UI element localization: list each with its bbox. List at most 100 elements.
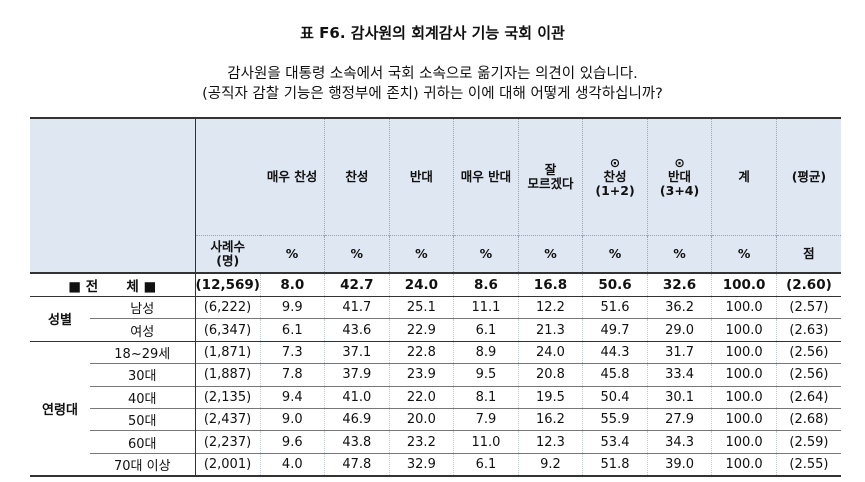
cell-value: 9.2 bbox=[518, 452, 584, 478]
table-row: 연령대 18~29세 (1,871) 7.3 37.1 22.8 8.9 24.0 44.3 31… bbox=[30, 340, 841, 478]
cell-value: 100.0 bbox=[711, 318, 777, 342]
cell-value: 11.1 bbox=[453, 295, 519, 319]
table-row: 여성 (6,347) 6.1 43.6 22.9 6.1 21.3 49.7 29.0 100.0… bbox=[30, 318, 841, 342]
table-row: 40대 (2,135) 9.4 41.0 22.0 8.1 19.5 50.4 30.1 100.… bbox=[30, 385, 841, 409]
total-value: 50.6 bbox=[582, 272, 648, 297]
col-header-agree-sum: ⊙ 찬성 (1+2) bbox=[582, 117, 648, 236]
table-row: 60대 (2,237) 9.6 43.8 23.2 11.0 12.3 53.4 34.3 100… bbox=[30, 430, 841, 454]
cell-value: 100.0 bbox=[711, 363, 777, 387]
cell-value: 22.8 bbox=[389, 340, 455, 364]
cell-value: 7.9 bbox=[453, 407, 519, 431]
cell-value: 55.9 bbox=[582, 407, 648, 431]
cell-value: (2.55) bbox=[776, 452, 841, 478]
cell-value: 7.8 bbox=[260, 363, 326, 387]
table-row: 30대 (1,887) 7.8 37.9 23.9 9.5 20.8 45.8 33.4 100.… bbox=[30, 363, 841, 387]
unit-label: 점 bbox=[776, 235, 841, 273]
cell-value: 100.0 bbox=[711, 295, 777, 319]
cell-value: (2.56) bbox=[776, 363, 841, 387]
total-value: 100.0 bbox=[711, 272, 777, 297]
question-line-1: 감사원을 대통령 소속에서 국회 소속으로 옮기자는 의견이 있습니다. bbox=[227, 66, 638, 82]
cell-value: (2.56) bbox=[776, 340, 841, 364]
cell-value: 100.0 bbox=[711, 407, 777, 431]
unit-label: % bbox=[389, 235, 455, 273]
total-value: (2.60) bbox=[776, 272, 841, 297]
unit-label: % bbox=[453, 235, 519, 273]
cell-value: 32.9 bbox=[389, 452, 455, 478]
total-value: 24.0 bbox=[389, 272, 455, 297]
col-header-very-agree: 매우 찬성 bbox=[260, 117, 326, 236]
cell-value: 6.1 bbox=[260, 318, 326, 342]
cell-value: 27.9 bbox=[647, 407, 713, 431]
cell-value: 22.9 bbox=[389, 318, 455, 342]
table-row: 50대 (2,437) 9.0 46.9 20.0 7.9 16.2 55.9 27.9 100.… bbox=[30, 407, 841, 431]
header-blank bbox=[30, 117, 195, 273]
cell-value: 39.0 bbox=[647, 452, 713, 478]
cell-value: 34.3 bbox=[647, 430, 713, 454]
table-row: 성별 남성 (6,222) 9.9 41.7 25.1 11.1 12.2 51.6 36.2 10… bbox=[30, 295, 841, 342]
col-header-total: 계 bbox=[711, 117, 777, 236]
col-header-average: (평균) bbox=[776, 117, 841, 236]
cell-value: 6.1 bbox=[453, 318, 519, 342]
row-label: 여성 bbox=[90, 318, 195, 342]
table-row: 70대 이상 (2,001) 4.0 47.8 32.9 6.1 9.2 51.8 39.0 10… bbox=[30, 452, 841, 478]
row-label: 70대 이상 bbox=[90, 452, 195, 478]
cell-value: (2.68) bbox=[776, 407, 841, 431]
cell-value: (2.64) bbox=[776, 385, 841, 409]
cell-value: (2.57) bbox=[776, 295, 841, 319]
unit-label: % bbox=[518, 235, 584, 273]
cell-value: 19.5 bbox=[518, 385, 584, 409]
cell-value: 12.3 bbox=[518, 430, 584, 454]
cell-value: 30.1 bbox=[647, 385, 713, 409]
cell-value: 9.5 bbox=[453, 363, 519, 387]
cell-value: 6.1 bbox=[453, 452, 519, 478]
cell-value: 12.2 bbox=[518, 295, 584, 319]
total-row: ■ 전 체 ■ (12,569) 8.0 42.7 24.0 8.6 16.8 … bbox=[30, 272, 841, 297]
cell-value: 8.1 bbox=[453, 385, 519, 409]
cell-value: 4.0 bbox=[260, 452, 326, 478]
cell-value: 33.4 bbox=[647, 363, 713, 387]
cell-value: 25.1 bbox=[389, 295, 455, 319]
row-n: (2,437) bbox=[194, 407, 261, 431]
cell-value: 53.4 bbox=[582, 430, 648, 454]
total-value: 32.6 bbox=[647, 272, 713, 297]
survey-table: 매우 찬성 찬성 반대 매우 반대 잘 모르겠다 ⊙ 찬성 (1+2) ⊙ 반대… bbox=[30, 117, 841, 478]
row-n: (1,871) bbox=[194, 340, 261, 364]
row-n: (6,222) bbox=[194, 295, 261, 319]
cell-value: 51.8 bbox=[582, 452, 648, 478]
cell-value: 44.3 bbox=[582, 340, 648, 364]
cell-value: 8.9 bbox=[453, 340, 519, 364]
col-header-disagree: 반대 bbox=[389, 117, 455, 236]
cell-value: 50.4 bbox=[582, 385, 648, 409]
cell-value: 100.0 bbox=[711, 452, 777, 478]
cell-value: 9.0 bbox=[260, 407, 326, 431]
cell-value: (2.59) bbox=[776, 430, 841, 454]
cell-value: 49.7 bbox=[582, 318, 648, 342]
row-n: (2,135) bbox=[194, 385, 261, 409]
cell-value: 20.0 bbox=[389, 407, 455, 431]
cell-value: 29.0 bbox=[647, 318, 713, 342]
row-label: 30대 bbox=[90, 363, 195, 387]
unit-label: % bbox=[647, 235, 713, 273]
row-label: 40대 bbox=[90, 385, 195, 409]
cell-value: 43.8 bbox=[324, 430, 390, 454]
cell-value: 9.6 bbox=[260, 430, 326, 454]
cell-value: 41.7 bbox=[324, 295, 390, 319]
question-line-2: (공직자 감찰 기능은 행정부에 존치) 귀하는 이에 대해 어떻게 생각하십니… bbox=[202, 86, 663, 102]
cell-value: 46.9 bbox=[324, 407, 390, 431]
col-header-agree: 찬성 bbox=[324, 117, 390, 236]
total-value: 8.6 bbox=[453, 272, 519, 297]
cell-value: 7.3 bbox=[260, 340, 326, 364]
cell-value: 9.4 bbox=[260, 385, 326, 409]
cell-value: 43.6 bbox=[324, 318, 390, 342]
total-value: 42.7 bbox=[324, 272, 390, 297]
col-header-very-disagree: 매우 반대 bbox=[453, 117, 519, 236]
cell-value: 100.0 bbox=[711, 385, 777, 409]
table-title: 표 F6. 감사원의 회계감사 기능 국회 이관 bbox=[300, 24, 565, 42]
cell-value: 24.0 bbox=[518, 340, 584, 364]
cell-value: 100.0 bbox=[711, 430, 777, 454]
col-header-disagree-sum: ⊙ 반대 (3+4) bbox=[647, 117, 713, 236]
total-value: 8.0 bbox=[260, 272, 326, 297]
unit-label: % bbox=[260, 235, 326, 273]
cell-value: 47.8 bbox=[324, 452, 390, 478]
total-value: 16.8 bbox=[518, 272, 584, 297]
